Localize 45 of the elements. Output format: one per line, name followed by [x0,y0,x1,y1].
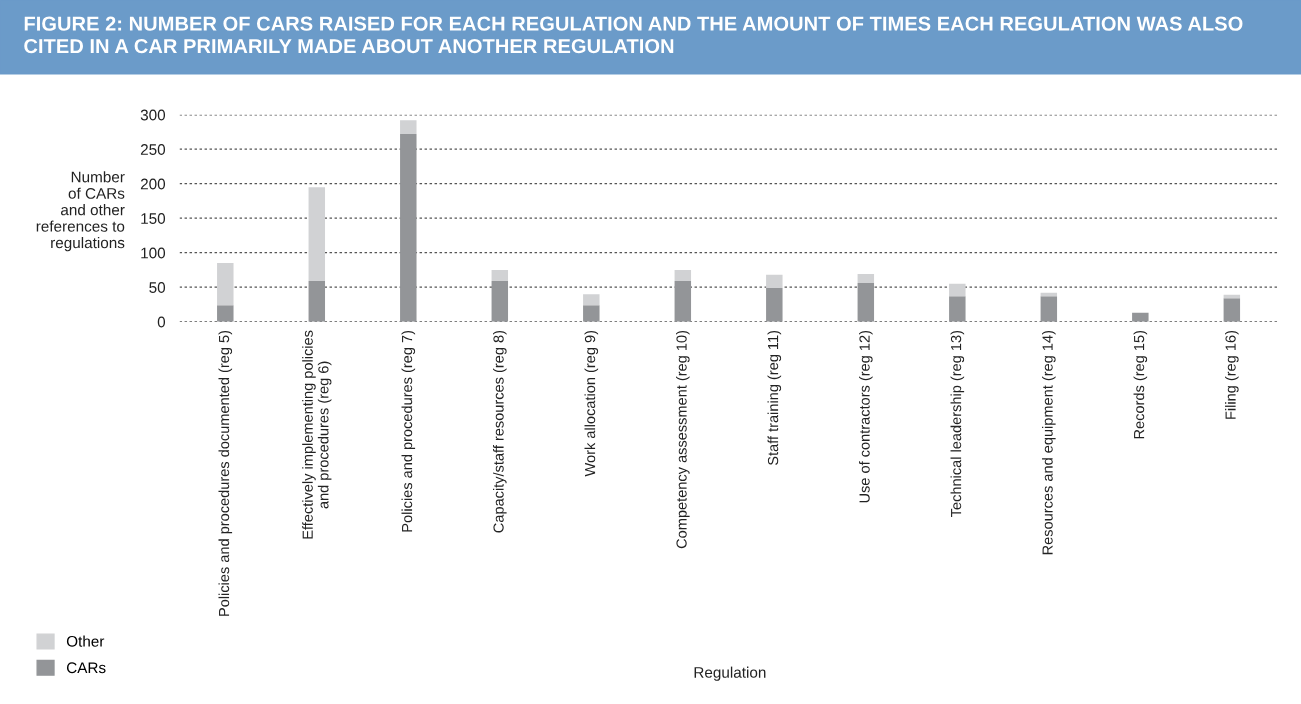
x-tick-label: Policies and procedures documented (reg 5) [218,330,233,616]
y-tick-label: 0 [157,316,166,328]
bar [583,294,600,306]
bar [217,263,234,306]
bar [674,269,692,282]
legend-label: Other [66,635,105,647]
y-axis-title: Number of CARs and other references to regulations [36,171,125,252]
y-tick-label: 300 [140,109,166,121]
legend-label: CARs [66,662,106,674]
x-tick-label: Resources and equipment (reg 14) [1042,330,1056,555]
x-tick-label: Use of contractors (reg 12) [859,330,873,503]
y-tick-label: 150 [141,213,166,224]
bar [1040,296,1058,322]
bar [766,274,783,288]
bar [949,283,966,297]
bar [491,281,509,322]
bar [857,274,875,284]
x-tick-label: Technical leadership (reg 13) [950,330,965,517]
y-tick-label: 50 [149,282,166,293]
chart-title: FIGURE 2: NUMBER OF CARS RAISED FOR EACH REGULATION AND THE AMOUNT OF TIMES EACH REGULATION WAS ALSO CITED IN A CAR PRIMARILY MADE ABOUT ANOTHER REGULATION [24,16,1243,54]
x-tick-label: Policies and procedures (reg 7) [401,330,416,532]
x-tick-label: Work allocation (reg 9) [584,330,599,477]
x-tick-label: Competency assessment (reg 10) [676,330,690,549]
bar [949,296,966,322]
bar [308,187,326,282]
bar [1132,312,1149,322]
bar [400,134,417,322]
bar [1223,298,1241,322]
bar [308,281,326,322]
bar [674,281,692,322]
x-tick-label: Filing (reg 16) [1225,330,1239,419]
bar [857,283,875,322]
x-tick-label: Effectively implementing policies and procedures (reg 6) [302,330,332,539]
y-tick-label: 100 [141,247,166,259]
y-tick-label: 200 [140,178,166,190]
x-tick-label: Records (reg 15) [1133,330,1148,439]
bar [400,120,417,135]
x-tick-label: Staff training (reg 11) [767,330,782,466]
x-axis-title: Regulation [694,666,766,681]
bar [583,305,600,322]
bar [491,269,509,282]
y-tick-label: 250 [140,144,166,155]
bar [217,305,234,322]
x-tick-label: Capacity/staff resources (reg 8) [493,330,507,533]
bar [766,287,783,322]
